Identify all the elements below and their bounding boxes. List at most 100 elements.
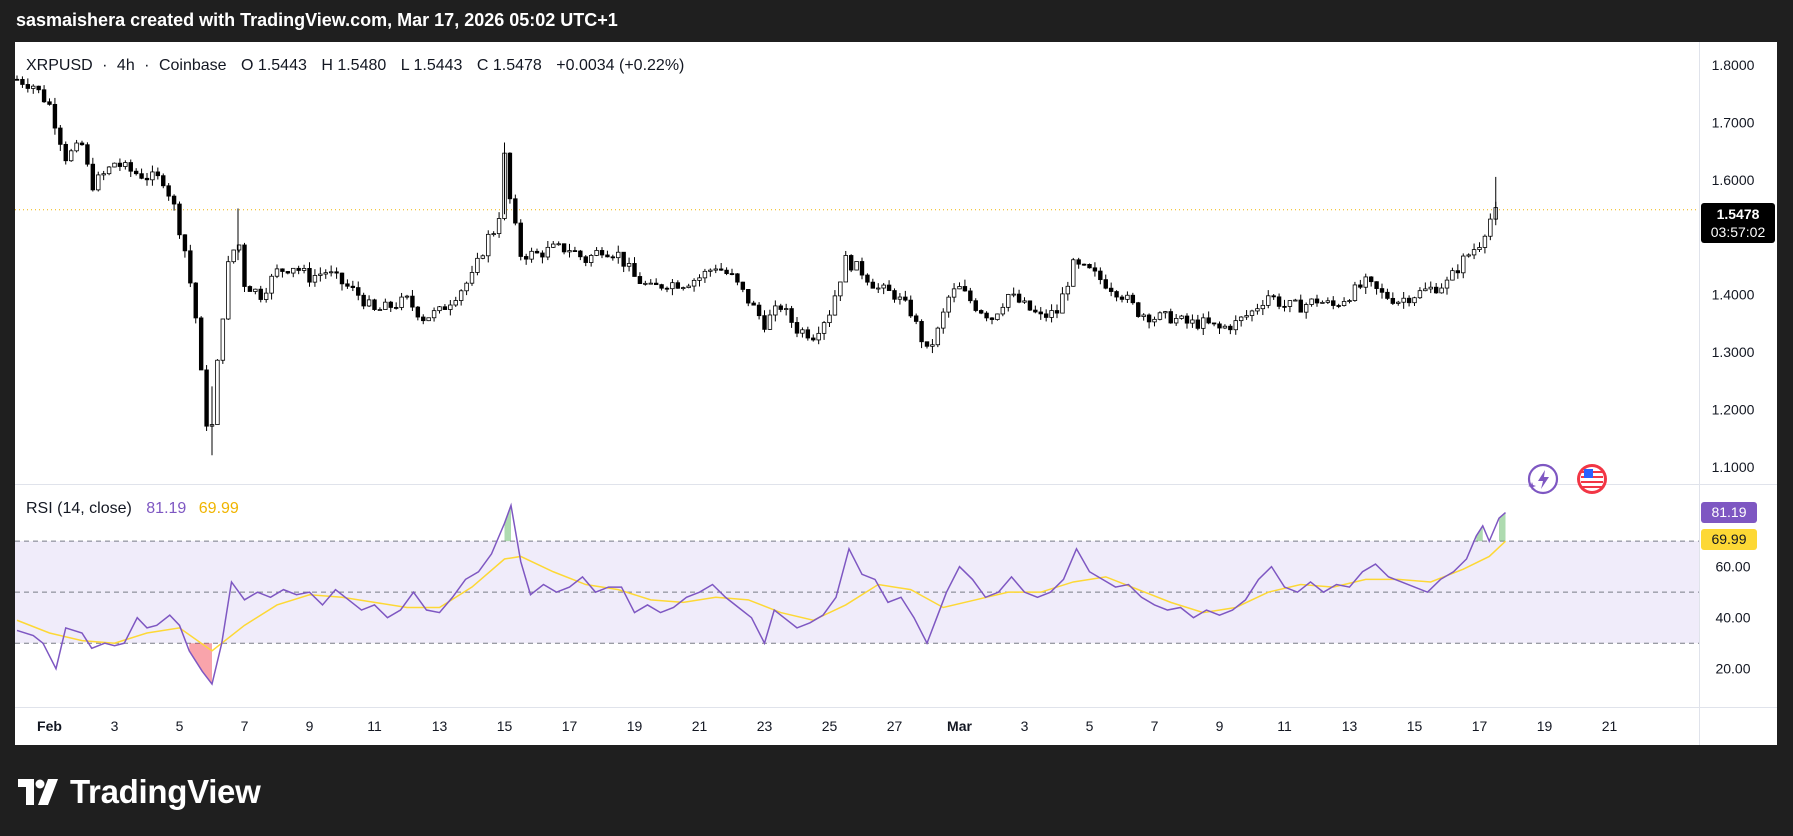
candle-up [1152,318,1157,323]
rsi-ma-line [16,540,1507,652]
candle-down [1168,311,1173,324]
candle-up [123,162,128,167]
candle-down [735,273,740,283]
candle-down [41,89,47,103]
candle-up [838,281,843,297]
candle-up [946,296,951,313]
legend-low-label: L [401,57,410,74]
legend-exchange: Coinbase [159,57,227,74]
time-tick-label: 15 [1407,718,1423,734]
candle-down [1108,287,1114,292]
candle-up [556,243,561,246]
time-tick-label: 3 [111,718,119,734]
candle-up [1363,276,1368,288]
candle-up [930,344,935,347]
candle-up [854,261,859,271]
candle-up [263,292,269,300]
candle-up [106,166,112,175]
candle-up [957,286,962,290]
candle-up [843,255,848,283]
chart-canvas[interactable]: 1.80001.70001.60001.50001.40001.30001.20… [15,42,1777,745]
legend-close-value: 1.5478 [493,57,542,74]
candle-down [1314,298,1320,304]
candle-up [941,311,946,329]
candle-down [978,310,984,314]
candle-down [740,281,746,290]
candle-up [1255,308,1260,312]
candle-up [773,305,778,316]
candle-up [686,285,691,288]
candle-down [1271,295,1276,298]
candle-down [1092,267,1098,272]
lightning-icon[interactable] [1527,463,1559,495]
time-tick-label: 13 [1342,718,1358,734]
candle-down [1027,300,1033,311]
rsi-band-layer [15,540,1699,644]
candle-up [1011,293,1016,296]
candle-down [1228,325,1233,331]
candle-up [551,243,556,248]
candle-down [968,290,973,302]
candle-up [491,233,496,236]
candle-up [648,282,653,285]
candle-up [1309,298,1314,305]
rsi-value-badge: 81.19 [1701,502,1757,523]
candle-up [1179,315,1184,319]
candle-down [258,288,263,300]
time-tick-label: 11 [1277,718,1292,734]
candle-up [220,318,226,361]
legend-close-label: C [477,57,489,74]
candle-down [20,79,25,85]
candle-up [951,288,957,298]
candle-up [1450,270,1455,281]
attribution-header: sasmaishera created with TradingView.com… [16,10,618,30]
candle-up [1320,301,1325,304]
candle-down [984,312,989,319]
chart-frame[interactable]: 1.80001.70001.60001.50001.40001.30001.20… [15,42,1777,745]
candle-down [1195,319,1201,329]
candle-up [616,251,621,259]
candle-up [96,174,101,191]
candle-down [1368,276,1374,283]
candle-up [1412,297,1417,304]
candle-down [1217,323,1222,329]
candle-up [1466,254,1471,257]
candle-up [1244,315,1249,318]
rsi-legend-value: 81.19 [146,500,186,517]
candle-up [458,290,464,301]
candle-down [79,142,85,146]
candle-down [204,369,209,427]
candle-down [751,302,756,306]
candle-down [36,85,41,91]
time-tick-label: 17 [1472,718,1488,734]
candle-up [1190,319,1195,324]
candle-down [540,252,545,258]
candle-down [345,283,350,287]
candle-up [469,272,475,284]
candle-down [518,222,523,257]
candle-down [718,268,724,271]
candle-down [166,185,171,197]
candle-up [112,162,117,168]
candle-up [269,275,274,294]
candle-down [296,267,301,271]
candle-down [1136,302,1141,317]
candle-down [1385,291,1390,299]
candle-up [827,314,832,324]
time-tick-label: 9 [1216,718,1224,734]
candle-down [139,173,144,179]
tradingview-logo[interactable]: TradingView [18,772,261,812]
legend-high-label: H [321,57,333,74]
candle-up [1482,235,1488,248]
candle-down [280,268,285,272]
candle-up [1222,325,1228,329]
candle-down [1043,313,1049,318]
candle-up [1022,300,1027,303]
candle-up [1471,249,1477,256]
price-tick-label: 1.4000 [1712,287,1755,303]
us-flag-icon[interactable] [1577,464,1607,494]
candle-down [155,171,161,177]
candle-down [1358,284,1363,288]
candle-up [876,287,881,290]
candle-up [1423,288,1428,292]
